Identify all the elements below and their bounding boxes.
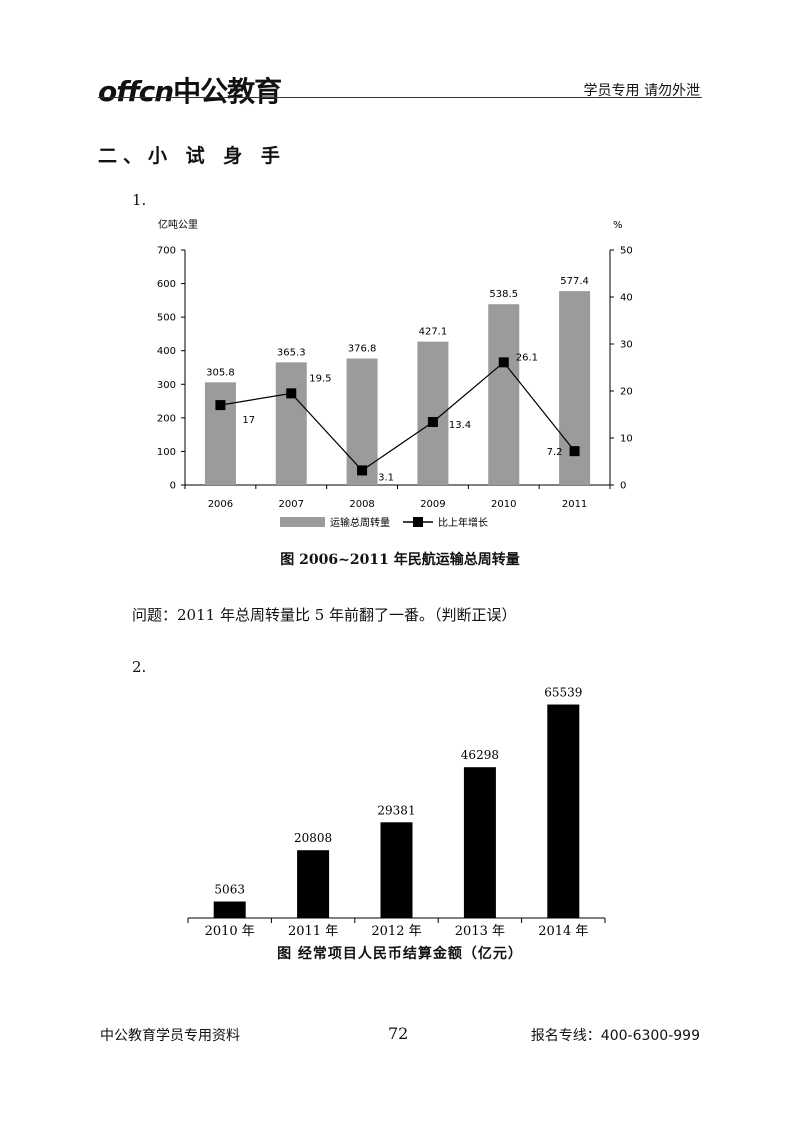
- growth-point: [498, 357, 509, 368]
- y2-tick-label: 0: [620, 481, 626, 492]
- growth-data-label: 17: [242, 415, 255, 426]
- legend-line-label: 比上年增长: [438, 516, 488, 529]
- y-tick-label: 100: [157, 447, 176, 458]
- question-1-text: 问题：2011 年总周转量比 5 年前翻了一番。（判断正误）: [132, 606, 517, 624]
- section-title: 二、小 试 身 手: [98, 145, 286, 167]
- offcn-logo: offcn中公教育: [98, 70, 282, 110]
- y2-tick-label: 10: [620, 434, 633, 445]
- chart-air-transport: 亿吨公里 % 0 100 200 300 400 500 600 700 0 10 20 30 40 50 20…: [157, 218, 633, 529]
- header-rule: [98, 97, 702, 98]
- y2-tick-label: 20: [620, 387, 633, 398]
- y-tick-label: 300: [157, 380, 176, 391]
- y-tick-label: 500: [157, 313, 176, 324]
- x-tick-label: 2010 年: [205, 924, 255, 939]
- growth-line: [220, 361, 576, 472]
- y2-tick-label: 40: [620, 293, 633, 304]
- bar-data-label: 376.8: [348, 344, 377, 355]
- bar-data-label: 365.3: [277, 347, 306, 358]
- bar: [380, 822, 413, 918]
- growth-point: [427, 417, 438, 428]
- chart-rmb-settlement: 5063 20808 29381 46298 65539 2010 年 2011 年 2012…: [187, 686, 606, 939]
- bar-data-label: 577.4: [560, 276, 589, 287]
- x-tick-label: 2011: [562, 499, 587, 510]
- bar-data-label: 46298: [461, 748, 499, 762]
- bar-data-label: 5063: [214, 883, 245, 897]
- legend-bar-swatch: [280, 517, 325, 527]
- question-2-number: 2.: [132, 658, 147, 676]
- y-tick-label: 200: [157, 413, 176, 424]
- bar-data-label: 305.8: [206, 367, 235, 378]
- chart1-caption: 图 2006~2011 年民航运输总周转量: [280, 552, 520, 568]
- growth-point: [357, 465, 368, 476]
- x-tick-label: 2010: [491, 499, 516, 510]
- growth-data-label: 13.4: [449, 420, 471, 431]
- bar-data-label: 427.1: [419, 327, 448, 338]
- growth-data-label: 7.2: [547, 447, 563, 458]
- growth-point: [215, 400, 226, 411]
- legend-line-marker: [413, 517, 423, 527]
- bar: [463, 767, 496, 918]
- growth-data-label: 3.1: [378, 472, 394, 483]
- bar: [297, 850, 330, 918]
- bar: [547, 704, 580, 918]
- y2-tick-label: 50: [620, 246, 633, 257]
- y-tick-label: 0: [170, 481, 176, 492]
- x-tick-label: 2014 年: [538, 924, 588, 939]
- bar-data-label: 20808: [294, 831, 332, 845]
- growth-point: [569, 446, 580, 457]
- bar: [204, 382, 236, 485]
- y-tick-label: 600: [157, 279, 176, 290]
- x-tick-label: 2013 年: [455, 924, 505, 939]
- bar: [275, 362, 307, 485]
- bar-data-label: 65539: [544, 686, 582, 700]
- x-tick-label: 2012 年: [371, 924, 421, 939]
- page-number: 72: [388, 1024, 409, 1043]
- y-axis-title: 亿吨公里: [158, 218, 198, 231]
- bar: [488, 304, 520, 485]
- y2-axis-title: %: [613, 220, 623, 231]
- footer-left: 中公教育学员专用资料: [100, 1028, 240, 1044]
- logo-cn: 中公教育: [173, 75, 282, 108]
- question-1-number: 1.: [132, 191, 147, 209]
- growth-data-label: 26.1: [516, 352, 538, 363]
- growth-point: [286, 388, 297, 399]
- legend-bar-label: 运输总周转量: [330, 516, 390, 529]
- x-tick-label: 2011 年: [288, 924, 338, 939]
- y2-tick-label: 30: [620, 340, 633, 351]
- footer-hotline: 报名专线：400-6300-999: [530, 1028, 700, 1044]
- x-tick-label: 2008: [349, 499, 374, 510]
- x-tick-label: 2009: [420, 499, 445, 510]
- x-tick-label: 2006: [208, 499, 233, 510]
- growth-data-label: 19.5: [309, 373, 331, 384]
- y-tick-label: 700: [157, 246, 176, 257]
- bar: [213, 901, 246, 918]
- chart2-caption: 图 经常项目人民币结算金额（亿元）: [277, 946, 523, 962]
- header-note: 学员专用 请勿外泄: [583, 83, 700, 99]
- bar-data-label: 29381: [377, 803, 415, 817]
- x-tick-label: 2007: [279, 499, 304, 510]
- y-tick-label: 400: [157, 346, 176, 357]
- logo-latin: offcn: [98, 75, 174, 108]
- bar-data-label: 538.5: [489, 289, 518, 300]
